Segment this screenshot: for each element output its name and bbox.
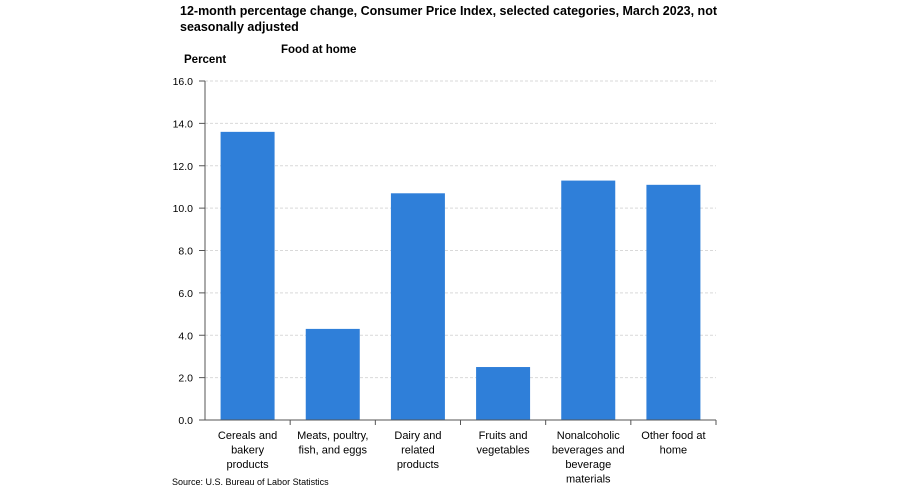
x-category-label: Other food at home — [641, 430, 705, 457]
gridlines — [199, 80, 716, 421]
y-tick-label: 6.0 — [178, 288, 193, 300]
axes — [204, 81, 717, 425]
bar — [476, 367, 531, 420]
x-category-label: Fruits and vegetables — [476, 430, 530, 457]
chart-title: 12-month percentage change, Consumer Pri… — [180, 4, 717, 34]
bars — [220, 131, 701, 420]
bar — [390, 193, 445, 420]
y-tick-label: 4.0 — [178, 330, 193, 342]
y-axis-label: Percent — [184, 54, 227, 66]
bar — [305, 328, 360, 420]
y-tick-label: 10.0 — [173, 203, 194, 215]
bar — [646, 184, 701, 420]
x-category-label: Cereals and bakery products — [218, 430, 277, 471]
y-tick-label: 12.0 — [173, 161, 194, 173]
y-tick-labels: 0.0 2.0 4.0 6.0 8.0 10.0 12.0 14.0 16.0 — [173, 76, 194, 427]
bar — [220, 131, 275, 420]
source-note: Source: U.S. Bureau of Labor Statistics — [172, 477, 329, 487]
y-tick-label: 2.0 — [178, 373, 193, 385]
x-category-labels: Cereals and bakery products Meats, poultry,… — [218, 430, 706, 486]
x-category-label: Meats, poultry, fish, and eggs — [297, 430, 368, 457]
bar — [561, 180, 616, 420]
y-tick-label: 14.0 — [173, 118, 194, 130]
y-tick-label: 0.0 — [178, 415, 193, 427]
chart-subtitle: Food at home — [281, 44, 357, 56]
y-tick-label: 16.0 — [173, 76, 194, 88]
x-category-label: Nonalcoholic beverages and beverage materia… — [552, 430, 625, 486]
y-tick-label: 8.0 — [178, 246, 193, 258]
x-category-label: Dairy and related products — [394, 430, 441, 471]
